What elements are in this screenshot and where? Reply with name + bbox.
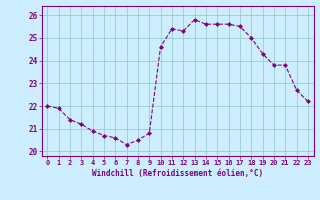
- X-axis label: Windchill (Refroidissement éolien,°C): Windchill (Refroidissement éolien,°C): [92, 169, 263, 178]
